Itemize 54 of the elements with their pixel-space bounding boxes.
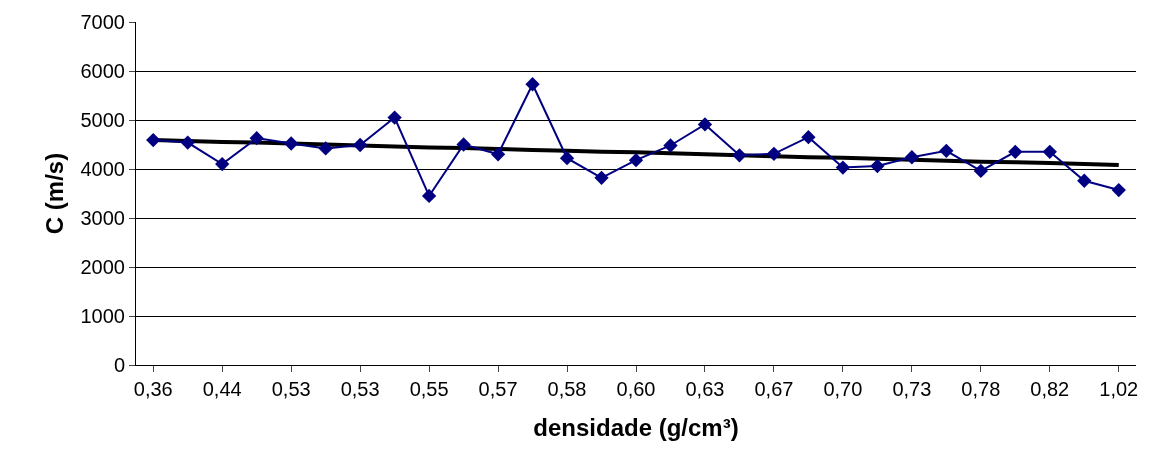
point xyxy=(939,143,954,159)
point xyxy=(284,136,299,151)
y-axis-title: C (m/s) xyxy=(40,152,68,235)
x-tick-label: 0,53 xyxy=(340,378,380,400)
x-tick-label: 0,58 xyxy=(547,378,587,400)
point xyxy=(249,130,264,146)
point xyxy=(801,130,816,145)
y-tick-label: 2000 xyxy=(80,256,125,278)
point xyxy=(387,110,402,125)
x-tick-label: 0,55 xyxy=(409,378,449,400)
point xyxy=(1008,144,1023,159)
x-axis-title: densidade (g/cm³) xyxy=(533,414,739,442)
y-tick-label: 7000 xyxy=(80,11,125,33)
x-tick-label: 0,36 xyxy=(133,378,173,400)
point xyxy=(1042,144,1057,159)
point xyxy=(628,153,644,168)
y-tick-label: 3000 xyxy=(80,207,125,229)
point xyxy=(146,132,161,148)
point xyxy=(1077,173,1092,188)
point xyxy=(663,138,678,153)
y-tick-label: 0 xyxy=(113,354,125,376)
point xyxy=(525,77,540,92)
point xyxy=(766,146,782,161)
point xyxy=(490,147,506,162)
point xyxy=(904,150,920,165)
point xyxy=(215,156,230,172)
x-tick-label: 0,63 xyxy=(685,378,725,400)
x-tick-label: 0,70 xyxy=(823,378,863,400)
point xyxy=(835,160,851,175)
point xyxy=(318,141,333,156)
x-tick-label: 0,60 xyxy=(616,378,656,400)
x-tick-label: 1,02 xyxy=(1099,378,1139,400)
point xyxy=(559,151,575,166)
x-tick-label: 0,78 xyxy=(961,378,1001,400)
y-tick-label: 4000 xyxy=(80,158,125,180)
x-tick-label: 0,57 xyxy=(478,378,518,400)
point xyxy=(870,158,885,174)
point xyxy=(180,135,195,150)
point xyxy=(456,137,471,152)
point xyxy=(352,137,368,153)
x-tick-label: 0,73 xyxy=(892,378,932,400)
x-tick-label: 0,44 xyxy=(202,378,242,400)
point xyxy=(697,117,713,132)
point xyxy=(973,163,988,179)
y-tick-label: 1000 xyxy=(80,305,125,327)
point xyxy=(421,188,437,204)
x-tick-label: 0,53 xyxy=(271,378,311,400)
point xyxy=(732,148,747,163)
y-tick-label: 5000 xyxy=(80,109,125,131)
point xyxy=(594,170,609,185)
y-tick-label: 6000 xyxy=(80,60,125,82)
x-tick-label: 0,67 xyxy=(754,378,794,400)
x-tick-label: 0,82 xyxy=(1030,378,1070,400)
point xyxy=(1111,182,1126,198)
